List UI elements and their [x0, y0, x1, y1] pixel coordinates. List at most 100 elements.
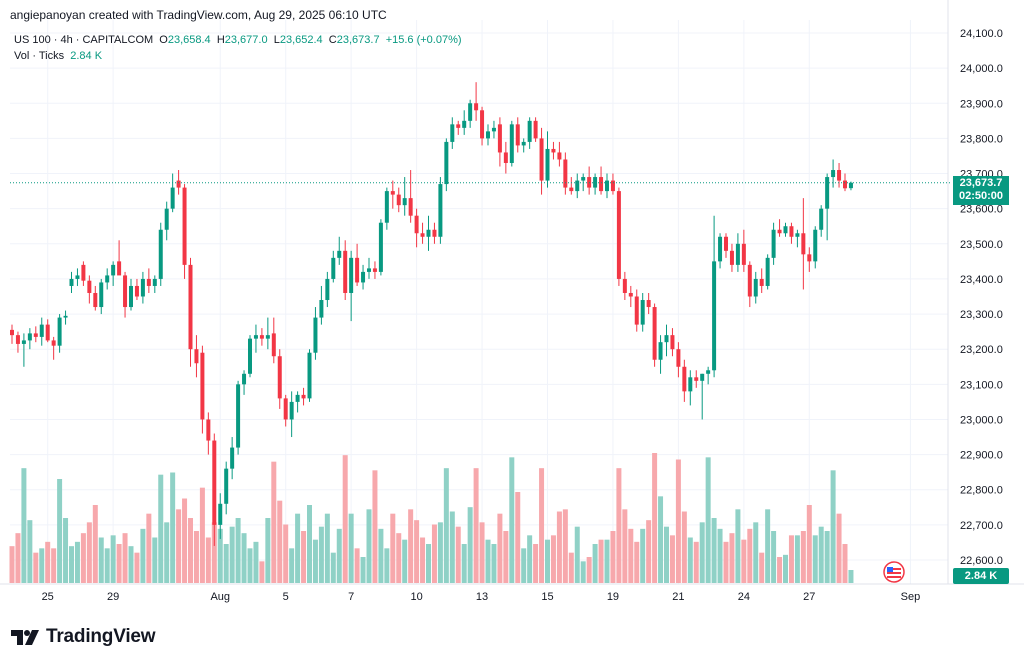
volume-bar — [86, 522, 92, 583]
time-tick-label: Aug — [210, 591, 230, 603]
candle-body — [503, 152, 508, 163]
volume-value: 2.84 K — [70, 50, 103, 62]
volume-bar — [652, 453, 658, 583]
candle-body — [682, 366, 687, 392]
candle-body — [605, 180, 609, 192]
volume-bar — [586, 557, 592, 583]
volume-bar — [783, 554, 788, 583]
volume-bars — [9, 453, 854, 583]
time-tick-label: 25 — [42, 591, 54, 603]
volume-bar — [176, 509, 182, 583]
volume-bar — [318, 526, 324, 583]
candle-body — [497, 124, 502, 153]
volume-bar — [455, 526, 461, 583]
open-label: O — [159, 34, 168, 46]
candle-body — [331, 257, 336, 279]
price-tick-label: 23,400.0 — [960, 274, 1003, 286]
volume-bar — [824, 531, 830, 583]
candle-body — [402, 198, 407, 206]
candle-body — [313, 317, 318, 353]
candle-body — [75, 275, 80, 279]
volume-bar — [759, 552, 765, 583]
candle-body — [200, 352, 205, 420]
volume-bar — [437, 522, 443, 583]
candle-body — [753, 278, 758, 297]
candle-body — [825, 177, 830, 209]
volume-bar — [467, 507, 473, 583]
volume-bar — [729, 533, 735, 583]
volume-bar — [794, 535, 800, 583]
volume-bar — [723, 541, 729, 583]
candle-body — [99, 282, 104, 308]
volume-bar — [188, 518, 193, 583]
volume-bar — [295, 513, 301, 583]
candle-body — [361, 271, 366, 283]
volume-bar — [402, 539, 408, 583]
volume-bar — [836, 513, 842, 583]
candle-body — [45, 324, 50, 341]
volume-bar — [277, 500, 283, 583]
candle-body — [718, 236, 723, 262]
candle-body — [456, 124, 461, 128]
candle-body — [759, 278, 764, 286]
volume-bar — [592, 544, 598, 583]
candle-body — [69, 278, 74, 286]
price-tick-label: 22,700.0 — [960, 520, 1003, 532]
volume-bar — [301, 531, 307, 583]
candle-body — [129, 285, 133, 308]
time-tick-label: 7 — [348, 591, 354, 603]
candle-body — [515, 124, 520, 146]
candle-body — [795, 233, 800, 237]
candle-body — [212, 440, 217, 525]
candle-body — [194, 349, 199, 364]
volume-bar — [658, 496, 664, 583]
time-tick-label: 21 — [672, 591, 684, 603]
volume-bar — [223, 544, 229, 583]
volume-bar — [788, 535, 794, 583]
volume-bar — [515, 492, 521, 583]
candle-body — [438, 184, 443, 237]
volume-bar — [580, 561, 586, 583]
volume-bar — [527, 535, 533, 583]
price-tick-label: 23,300.0 — [960, 309, 1003, 321]
candle-body — [146, 278, 151, 286]
volume-bar — [342, 455, 348, 583]
candle-body — [230, 447, 235, 469]
candle-body — [337, 250, 342, 258]
candle-body — [218, 503, 223, 525]
volume-bar — [420, 537, 426, 583]
volume-bar — [687, 537, 693, 583]
volume-bar — [681, 511, 687, 583]
volume-bar — [574, 526, 580, 583]
candle-body — [349, 257, 354, 293]
volume-bar — [134, 552, 140, 583]
candle-body — [724, 236, 728, 251]
candle-body — [420, 233, 425, 237]
time-tick-label: 27 — [803, 591, 815, 603]
candle-body — [271, 333, 276, 357]
candle-body — [533, 120, 538, 139]
candle-body — [462, 120, 467, 128]
candle-body — [242, 373, 247, 385]
price-tick-label: 23,600.0 — [960, 204, 1003, 216]
candle-body — [140, 278, 145, 297]
candle-body — [248, 338, 252, 374]
volume-bar — [818, 526, 824, 583]
candle-body — [670, 335, 675, 350]
candle-body — [236, 384, 241, 448]
candle-body — [111, 264, 116, 276]
tradingview-logo[interactable]: TradingView — [10, 626, 156, 648]
volume-bar — [449, 511, 455, 583]
candle-body — [646, 300, 651, 308]
volume-bar — [27, 520, 33, 583]
volume-bar — [128, 546, 134, 583]
time-axis: 25 29 Aug 5 7 10 13 15 19 21 24 27 Sep — [42, 591, 921, 603]
volume-bar — [205, 537, 211, 583]
candle-body — [325, 278, 330, 301]
us-flag-icon[interactable] — [883, 561, 905, 583]
candle-body — [117, 261, 122, 276]
candle-body — [93, 292, 98, 308]
volume-bar — [491, 544, 497, 583]
candle-body — [27, 333, 32, 341]
